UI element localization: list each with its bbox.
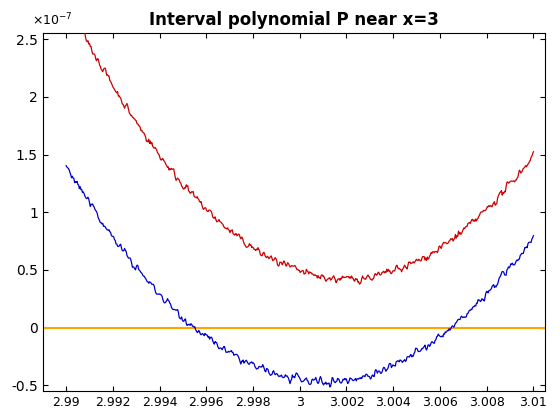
- Text: $\times10^{-7}$: $\times10^{-7}$: [31, 11, 72, 28]
- Title: Interval polynomial P near x=3: Interval polynomial P near x=3: [149, 11, 439, 29]
